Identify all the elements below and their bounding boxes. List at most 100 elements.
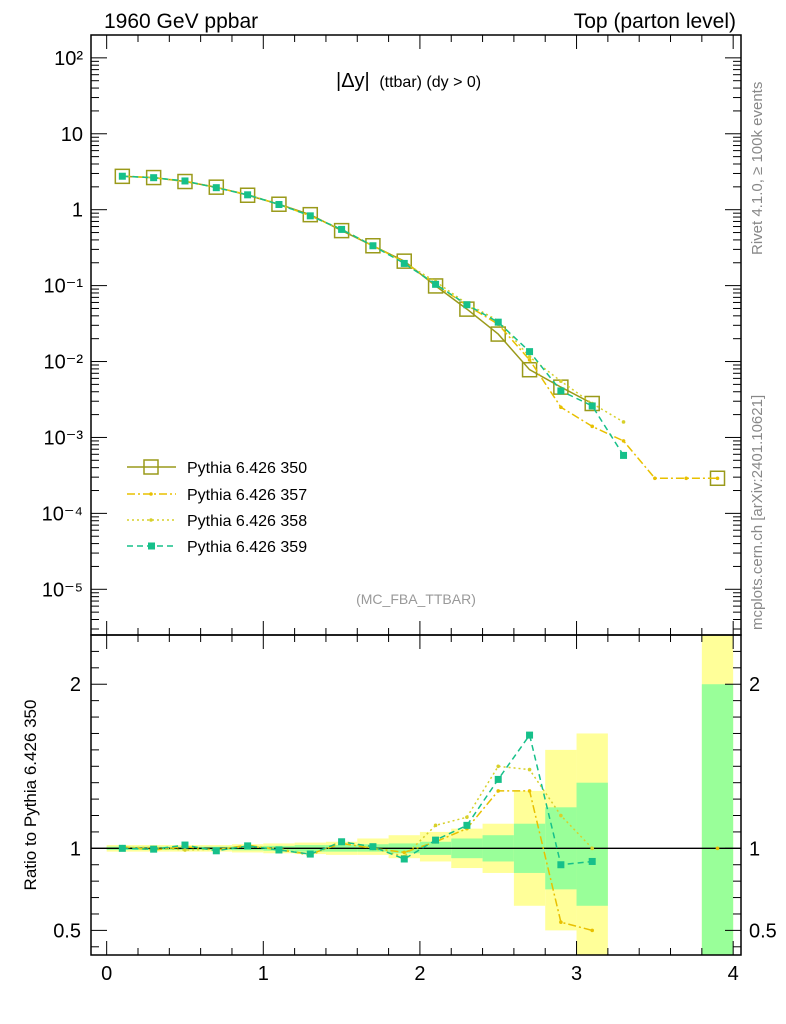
ratio-series-2-point [463,821,471,829]
ratio-series-2-point [118,844,126,852]
y-tick-label: 1 [72,200,83,222]
ratio-series-0-point [590,928,595,933]
ratio-series-2-point [369,843,377,851]
series-3-point [463,301,471,309]
ratio-series-2-point [150,845,158,853]
mcplots-label: mcplots.cern.ch [arXiv:2401.10621] [749,395,766,630]
ratio-series-2-point [306,850,314,858]
ratio-series-0-point [402,850,407,855]
header-right: Top (parton level) [574,10,736,33]
y-tick-label: 10 [61,124,83,146]
ratio-series-2-line [122,733,593,866]
y-tick-label: 10⁻² [44,352,84,374]
ratio-series-2-point [244,842,252,850]
chart-title: |Δy| (ttbar) (dy > 0) [336,70,481,92]
series-2-point [527,355,532,359]
legend-label-3: Pythia 6.426 359 [187,539,307,556]
series-3-line [122,175,625,456]
series-1-point [621,439,626,443]
series-layer [114,168,726,487]
chart-title-main: |Δy| [336,70,370,92]
ratio-series-1-point [433,823,438,828]
y-tick-label: 10⁻⁵ [42,579,83,601]
series-3-point [369,242,377,250]
ratio-series-2-point [557,861,565,869]
ratio-series-1-point [496,764,501,769]
ratio-series-2-point [181,841,189,849]
y-tick-label: 10⁻³ [44,427,84,449]
ratio-series-0-line [122,791,717,931]
legend-marker-0 [143,459,159,475]
chart-title-sub: (ttbar) (dy > 0) [379,74,481,91]
legend-marker-2 [149,518,153,522]
ratio-plot-frame [90,634,742,956]
series-3-point [620,451,628,459]
series-1-point [715,476,720,481]
ratio-series-1-point [183,848,187,852]
series-3-point [212,184,220,192]
series-0-point [584,395,600,412]
x-tick-label: 2 [414,963,425,985]
series-0-point [239,187,256,203]
ratio-series-1-point [590,846,595,851]
axis-ticks: 0 1 2 3 4 10² 10 1 10⁻¹ 10⁻² 10⁻³ 10⁻⁴ 10⁻⁵ 0.5 0.5 1 1 2… [42,34,777,985]
x-tick-label: 3 [571,963,582,985]
series-3-point [557,387,565,395]
ratio-series-2-point [275,846,283,854]
legend-label-1: Pythia 6.426 357 [187,487,307,504]
series-1-point [653,476,657,481]
series-3-point [588,402,596,410]
ratio-y-tick-label-right: 1 [749,838,760,860]
series-0-line [122,176,717,478]
ratio-series-2-point [432,836,440,844]
series-1-line [122,175,718,480]
legend-label-0: Pythia 6.426 350 [187,460,307,477]
series-3-point [150,174,158,182]
legend-marker-1 [149,492,153,496]
series-3-point [400,259,408,267]
ratio-series-1-point [465,815,469,819]
x-tick-label: 4 [728,963,739,985]
y-tick-label: 10⁻⁴ [42,503,83,525]
legend-label-2: Pythia 6.426 358 [187,513,307,530]
y-tick-label: 10⁻¹ [44,276,84,298]
series-3-point [338,225,346,233]
ratio-series-1-point [559,813,563,818]
ratio-series-2-point [588,857,596,865]
x-tick-label: 0 [101,963,112,985]
series-1-point [559,405,563,410]
ratio-series-2-point [526,731,534,739]
ratio-series-0-point [559,920,563,924]
series-3-point [526,348,534,356]
ratio-y-tick-label-right: 2 [749,674,760,696]
analysis-label: (MC_FBA_TTBAR) [356,591,476,607]
series-0-point [427,278,444,294]
series-2-point [621,420,626,424]
ratio-y-tick-label: 2 [70,674,81,696]
series-3-point [118,172,126,180]
series-3-point [432,280,440,288]
series-3-point [244,191,252,199]
header-left: 1960 GeV ppbar [104,10,258,33]
x-tick-label: 1 [258,963,269,985]
series-1-point [684,476,688,481]
ratio-series-2-point [400,855,408,863]
ratio-series-layer [118,731,719,933]
ratio-y-tick-label: 0.5 [53,920,81,942]
ratio-series-0-point [527,789,532,793]
band-green-15 [576,782,608,906]
legend-marker-3 [148,542,155,550]
ratio-series-2-point [494,775,502,783]
series-1-point [527,358,532,362]
series-0-point [490,326,506,342]
series-0-point [271,196,287,212]
series-0-point [396,253,413,269]
series-3-point [306,212,314,220]
rivet-label: Rivet 4.1.0, ≥ 100k events [749,82,766,255]
ratio-y-tick-label-right: 0.5 [749,920,777,942]
legend: Pythia 6.426 350 Pythia 6.426 357 Pythia 6… [127,459,307,556]
series-1-point [590,424,595,429]
ratio-series-0-point [496,789,501,793]
ratio-y-tick-label: 1 [70,838,81,860]
